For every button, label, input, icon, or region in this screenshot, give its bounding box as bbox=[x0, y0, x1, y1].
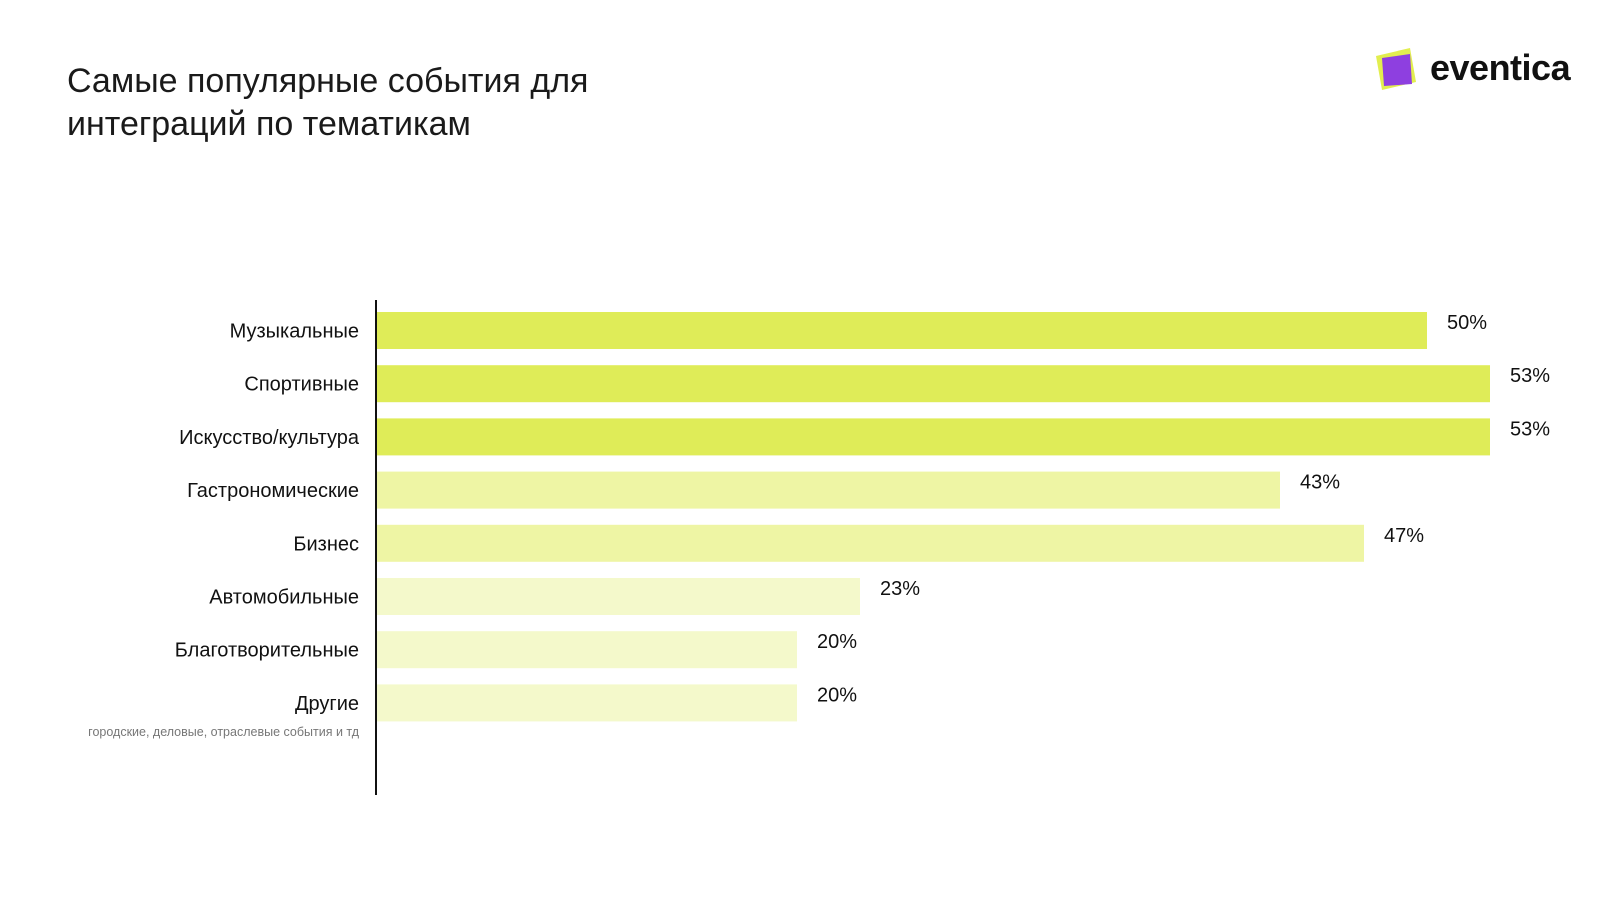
category-label: Автомобильные bbox=[209, 587, 359, 609]
category-label: Искусство/культура bbox=[179, 427, 360, 449]
bar bbox=[377, 578, 860, 615]
value-label: 53% bbox=[1510, 365, 1550, 387]
bar bbox=[377, 312, 1427, 349]
bar bbox=[377, 418, 1490, 456]
bar bbox=[377, 684, 797, 722]
eventica-logo-icon bbox=[1376, 48, 1416, 90]
bar bbox=[377, 524, 1364, 562]
value-label: 20% bbox=[817, 684, 857, 706]
bar bbox=[377, 471, 1280, 509]
page-title: Самые популярные события для интеграций … bbox=[67, 60, 767, 146]
bar bbox=[377, 631, 797, 669]
bar bbox=[377, 365, 1490, 403]
title-line-2: интеграций по тематикам bbox=[67, 105, 471, 143]
category-label: Бизнес bbox=[293, 533, 359, 555]
value-label: 53% bbox=[1510, 418, 1550, 440]
category-label: Спортивные bbox=[244, 374, 359, 396]
value-label: 23% bbox=[880, 578, 920, 600]
title-line-1: Самые популярные события для bbox=[67, 62, 589, 100]
category-label: Другие bbox=[295, 693, 359, 715]
value-label: 47% bbox=[1384, 525, 1424, 547]
value-label: 20% bbox=[817, 631, 857, 653]
others-note: городские, деловые, отраслевые события и… bbox=[88, 725, 359, 739]
category-label: Музыкальные bbox=[230, 321, 359, 343]
brand-name: eventica bbox=[1430, 47, 1571, 88]
value-label: 50% bbox=[1447, 312, 1487, 334]
category-label: Гастрономические bbox=[187, 480, 359, 502]
category-label: Благотворительные bbox=[175, 640, 359, 662]
brand-logo: eventica bbox=[1372, 44, 1571, 92]
value-label: 43% bbox=[1300, 472, 1340, 494]
